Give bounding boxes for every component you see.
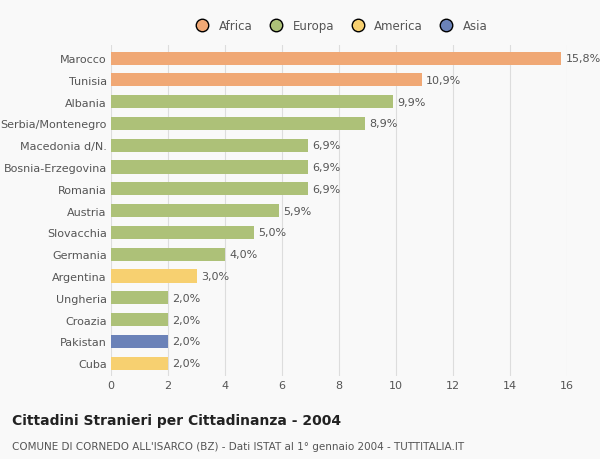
Text: 10,9%: 10,9% [426,76,461,86]
Bar [111,161,308,174]
Text: 8,9%: 8,9% [369,119,397,129]
Text: 6,9%: 6,9% [312,141,340,151]
Bar [111,248,225,261]
Bar [111,118,365,131]
Bar [111,335,168,348]
Text: 9,9%: 9,9% [397,97,426,107]
Bar [111,74,422,87]
Text: 2,0%: 2,0% [172,336,200,347]
Legend: Africa, Europa, America, Asia: Africa, Europa, America, Asia [190,21,488,34]
Text: COMUNE DI CORNEDO ALL'ISARCO (BZ) - Dati ISTAT al 1° gennaio 2004 - TUTTITALIA.I: COMUNE DI CORNEDO ALL'ISARCO (BZ) - Dati… [12,441,464,451]
Text: 2,0%: 2,0% [172,293,200,303]
Bar [111,226,254,240]
Text: 6,9%: 6,9% [312,162,340,173]
Text: 2,0%: 2,0% [172,315,200,325]
Bar [111,205,279,218]
Text: 5,9%: 5,9% [283,206,311,216]
Text: Cittadini Stranieri per Cittadinanza - 2004: Cittadini Stranieri per Cittadinanza - 2… [12,413,341,427]
Text: 5,0%: 5,0% [258,228,286,238]
Bar [111,140,308,152]
Text: 2,0%: 2,0% [172,358,200,368]
Bar [111,313,168,326]
Bar [111,183,308,196]
Bar [111,96,393,109]
Text: 3,0%: 3,0% [201,271,229,281]
Bar [111,357,168,370]
Bar [111,52,562,66]
Text: 6,9%: 6,9% [312,185,340,195]
Text: 4,0%: 4,0% [229,250,257,260]
Bar [111,291,168,305]
Bar [111,270,197,283]
Text: 15,8%: 15,8% [566,54,600,64]
